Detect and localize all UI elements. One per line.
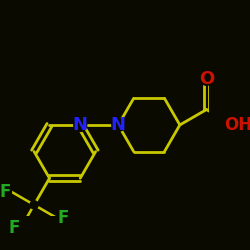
Circle shape (200, 72, 213, 85)
Circle shape (74, 118, 87, 132)
Circle shape (57, 212, 70, 224)
Text: N: N (111, 116, 126, 134)
Text: F: F (58, 209, 69, 227)
Text: F: F (9, 218, 20, 236)
Text: OH: OH (224, 116, 250, 134)
Text: N: N (73, 116, 88, 134)
Circle shape (112, 118, 125, 132)
Circle shape (232, 118, 244, 132)
Text: F: F (0, 183, 11, 201)
Circle shape (30, 201, 38, 209)
Circle shape (0, 185, 12, 198)
Text: O: O (199, 70, 214, 88)
Circle shape (8, 221, 21, 234)
